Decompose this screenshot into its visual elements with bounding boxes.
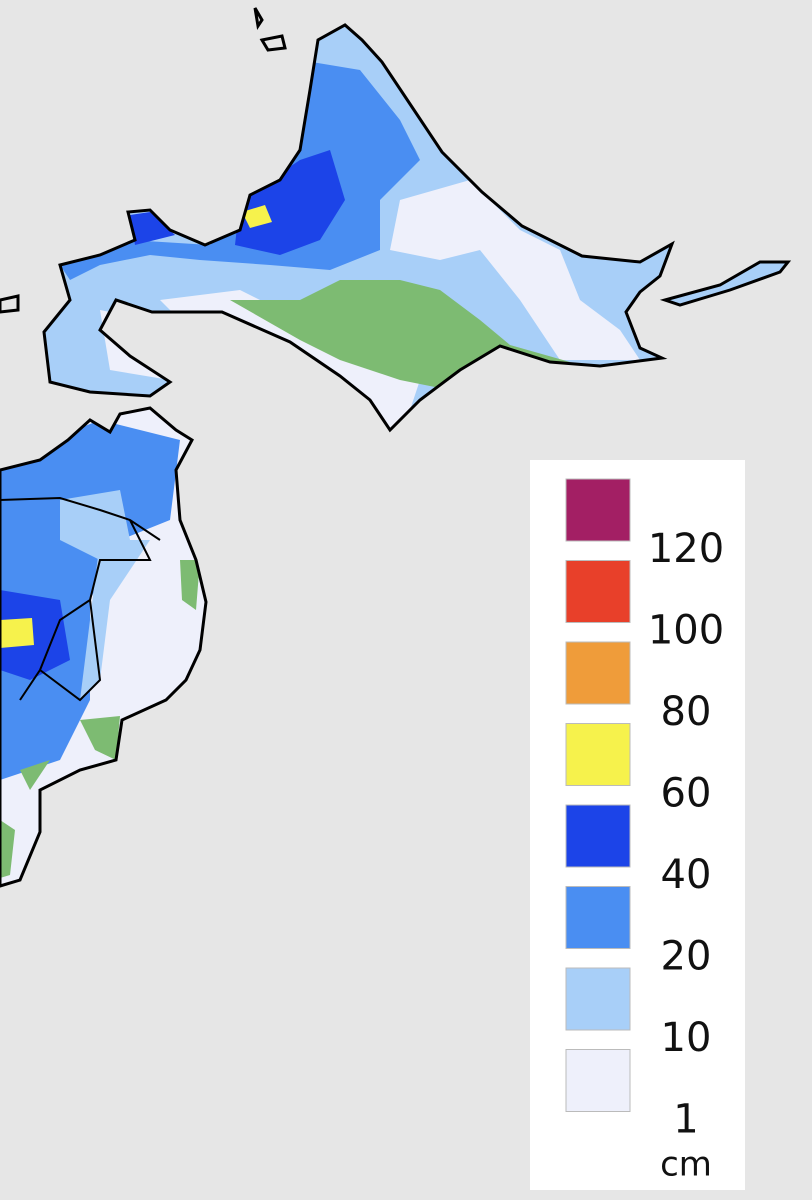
legend-swatch (565, 804, 631, 868)
legend-swatch (565, 723, 631, 786)
legend-swatch (565, 641, 631, 705)
legend-label: 120 (648, 526, 724, 572)
legend-unit: cm (660, 1145, 712, 1185)
legend-swatch (565, 1049, 631, 1112)
legend-swatch (565, 478, 631, 542)
tohoku-fill (0, 408, 206, 886)
legend-label: 100 (648, 608, 724, 654)
legend-label: 20 (661, 934, 712, 980)
prefecture-borders (0, 496, 161, 702)
legend-label: 10 (661, 1015, 712, 1061)
legend-swatch (565, 560, 631, 623)
legend-label: 80 (661, 689, 712, 735)
legend-swatch (565, 886, 631, 949)
legend-label: 1 (673, 1097, 698, 1143)
kuril-island (659, 260, 792, 307)
legend-swatch (565, 967, 631, 1031)
legend-label: 60 (661, 771, 712, 817)
legend-label: 40 (661, 852, 712, 898)
small-islands (0, 7, 287, 314)
legend: cm 120 100 80 60 40 20 10 1 (565, 478, 724, 1185)
